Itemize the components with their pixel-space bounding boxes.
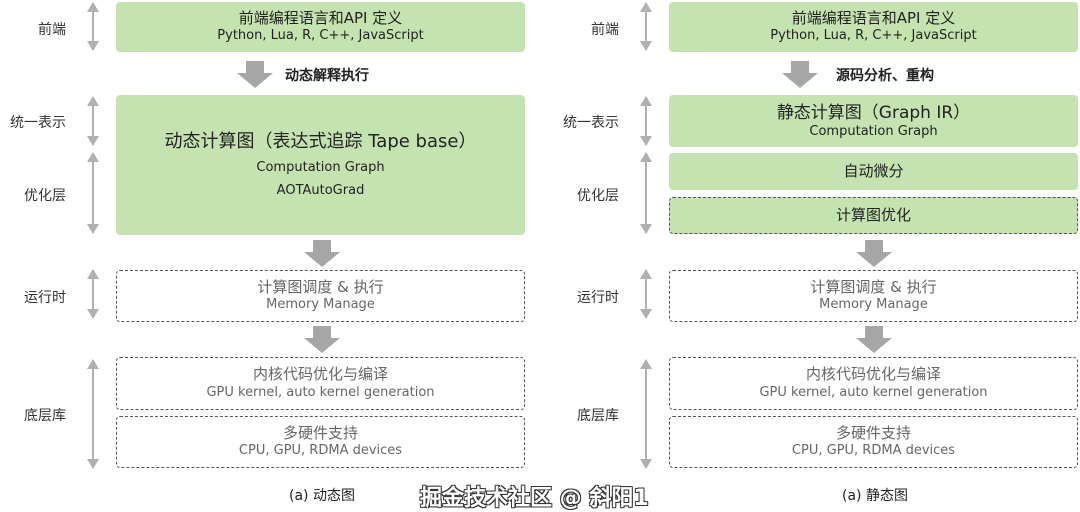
dynamic-graph-box: 动态计算图（表达式追踪 Tape base） Computation Graph… <box>116 95 525 235</box>
layer-label-unified: 统一表示 <box>563 115 619 131</box>
hardware-title: 多硬件支持 <box>835 423 911 442</box>
double-arrow-icon <box>640 359 652 469</box>
down-arrow-icon <box>856 240 892 268</box>
graph-sub: Computation Graph <box>809 123 938 139</box>
hardware-box: 多硬件支持 CPU, GPU, RDMA devices <box>116 416 525 468</box>
frontend-sub: Python, Lua, R, C++, JavaScript <box>217 28 424 44</box>
double-arrow-icon <box>640 96 652 146</box>
layer-label-runtime: 运行时 <box>577 290 619 306</box>
runtime-box: 计算图调度 & 执行 Memory Manage <box>669 270 1078 322</box>
runtime-title: 计算图调度 & 执行 <box>257 277 384 296</box>
flow-label: 源码分析、重构 <box>836 68 934 84</box>
graph-sub: Computation Graph <box>256 159 385 175</box>
kernel-title: 内核代码优化与编译 <box>805 365 941 384</box>
runtime-sub: Memory Manage <box>819 297 928 313</box>
frontend-box: 前端编程语言和API 定义 Python, Lua, R, C++, JavaS… <box>669 2 1078 52</box>
autodiff-label: 自动微分 <box>843 161 904 180</box>
hardware-title: 多硬件支持 <box>282 423 358 442</box>
caption: (a) 动态图 <box>289 488 355 504</box>
layer-label-optimize: 优化层 <box>24 188 66 204</box>
down-arrow-icon <box>304 326 340 354</box>
layer-label-optimize: 优化层 <box>577 188 619 204</box>
runtime-box: 计算图调度 & 执行 Memory Manage <box>116 270 525 322</box>
double-arrow-icon <box>87 359 99 469</box>
caption: (a) 静态图 <box>842 488 908 504</box>
kernel-box: 内核代码优化与编译 GPU kernel, auto kernel genera… <box>669 357 1078 410</box>
double-arrow-icon <box>87 269 99 319</box>
frontend-sub: Python, Lua, R, C++, JavaScript <box>770 28 977 44</box>
down-arrow-icon <box>304 240 340 268</box>
graph-opt-box: 计算图优化 <box>669 197 1078 234</box>
double-arrow-icon <box>640 2 652 51</box>
frontend-title: 前端编程语言和API 定义 <box>791 8 956 27</box>
kernel-sub: GPU kernel, auto kernel generation <box>206 384 435 400</box>
graph-title: 静态计算图（Graph IR） <box>776 102 971 123</box>
flow-label: 动态解释执行 <box>285 68 369 84</box>
kernel-box: 内核代码优化与编译 GPU kernel, auto kernel genera… <box>116 357 525 410</box>
double-arrow-icon <box>87 2 99 51</box>
layer-label-runtime: 运行时 <box>24 290 66 306</box>
double-arrow-icon <box>87 96 99 146</box>
static-graph-box: 静态计算图（Graph IR） Computation Graph <box>669 95 1078 147</box>
layer-label-lowlevel: 底层库 <box>24 408 66 424</box>
layer-label-lowlevel: 底层库 <box>577 408 619 424</box>
hardware-sub: CPU, GPU, RDMA devices <box>791 443 956 459</box>
layer-label-frontend: 前端 <box>38 22 66 38</box>
double-arrow-icon <box>640 152 652 234</box>
down-arrow-icon <box>782 61 818 89</box>
hardware-box: 多硬件支持 CPU, GPU, RDMA devices <box>669 416 1078 468</box>
double-arrow-icon <box>87 152 99 234</box>
down-arrow-icon <box>237 61 273 89</box>
layer-label-unified: 统一表示 <box>10 115 66 131</box>
kernel-title: 内核代码优化与编译 <box>252 365 388 384</box>
double-arrow-icon <box>640 269 652 319</box>
runtime-sub: Memory Manage <box>266 297 375 313</box>
runtime-title: 计算图调度 & 执行 <box>810 277 937 296</box>
down-arrow-icon <box>856 326 892 354</box>
frontend-title: 前端编程语言和API 定义 <box>238 8 403 27</box>
kernel-sub: GPU kernel, auto kernel generation <box>759 384 988 400</box>
layer-label-frontend: 前端 <box>591 22 619 38</box>
watermark: 掘金技术社区 @ 斜阳1 <box>420 486 649 511</box>
graph-title: 动态计算图（表达式追踪 Tape base） <box>164 131 477 153</box>
graph-opt-label: 计算图优化 <box>835 205 911 224</box>
graph-sub: AOTAutoGrad <box>276 182 365 198</box>
hardware-sub: CPU, GPU, RDMA devices <box>238 443 403 459</box>
autodiff-box: 自动微分 <box>669 153 1078 190</box>
frontend-box: 前端编程语言和API 定义 Python, Lua, R, C++, JavaS… <box>116 2 525 52</box>
